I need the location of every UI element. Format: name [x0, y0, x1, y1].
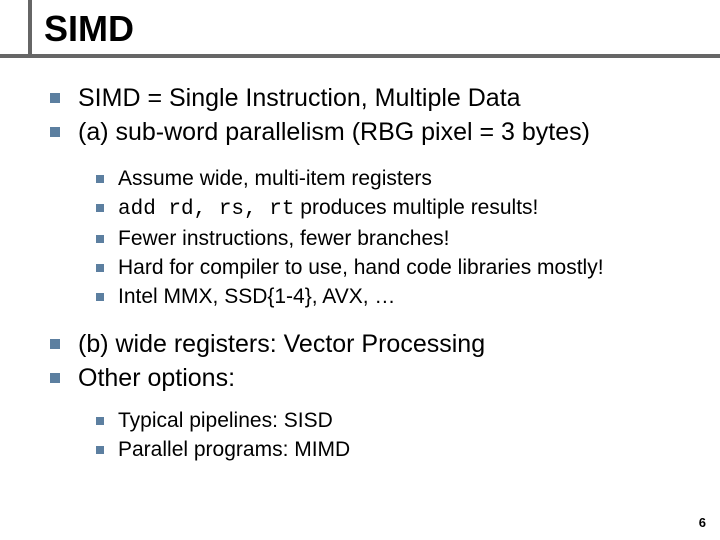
page-number: 6	[699, 515, 706, 530]
bullet-text: Hard for compiler to use, hand code libr…	[118, 255, 604, 282]
bullet-text: Parallel programs: MIMD	[118, 437, 350, 464]
bullet-text: Fewer instructions, fewer branches!	[118, 226, 449, 253]
bullet-level2: Assume wide, multi-item registers	[96, 166, 690, 193]
bullet-text: Other options:	[78, 362, 235, 394]
bullet-level2: Typical pipelines: SISD	[96, 408, 690, 435]
bullet-text: Typical pipelines: SISD	[118, 408, 333, 435]
slide-title: SIMD	[44, 8, 134, 50]
bullet-square-icon	[50, 127, 60, 137]
title-rule-horizontal	[0, 54, 720, 58]
bullet-text: Intel MMX, SSD{1-4}, AVX, …	[118, 284, 395, 311]
bullet-text: Assume wide, multi-item registers	[118, 166, 432, 193]
bullet-level1: Other options:	[50, 362, 690, 394]
bullet-level2: Fewer instructions, fewer branches!	[96, 226, 690, 253]
bullet-square-icon	[96, 264, 104, 272]
bullet-level1: (b) wide registers: Vector Processing	[50, 328, 690, 360]
bullet-square-icon	[96, 235, 104, 243]
bullet-level2: add rd, rs, rt produces multiple results…	[96, 195, 690, 224]
bullet-text: (a) sub-word parallelism (RBG pixel = 3 …	[78, 116, 590, 148]
code-span: add rd, rs, rt	[118, 198, 294, 221]
bullet-level2: Parallel programs: MIMD	[96, 437, 690, 464]
bullet-square-icon	[96, 417, 104, 425]
bullet-square-icon	[50, 93, 60, 103]
bullet-level2: Hard for compiler to use, hand code libr…	[96, 255, 690, 282]
bullet-level1: (a) sub-word parallelism (RBG pixel = 3 …	[50, 116, 690, 148]
bullet-square-icon	[96, 446, 104, 454]
bullet-text: add rd, rs, rt produces multiple results…	[118, 195, 538, 224]
bullet-square-icon	[50, 373, 60, 383]
bullet-text: SIMD = Single Instruction, Multiple Data	[78, 82, 521, 114]
bullet-square-icon	[96, 204, 104, 212]
bullet-level1: SIMD = Single Instruction, Multiple Data	[50, 82, 690, 114]
bullet-square-icon	[96, 175, 104, 183]
bullet-square-icon	[96, 293, 104, 301]
bullet-text: (b) wide registers: Vector Processing	[78, 328, 485, 360]
bullet-level2: Intel MMX, SSD{1-4}, AVX, …	[96, 284, 690, 311]
slide-content: SIMD = Single Instruction, Multiple Data…	[50, 82, 690, 466]
bullet-square-icon	[50, 339, 60, 349]
text-span: produces multiple results!	[294, 196, 538, 219]
title-rule-vertical	[28, 0, 32, 58]
